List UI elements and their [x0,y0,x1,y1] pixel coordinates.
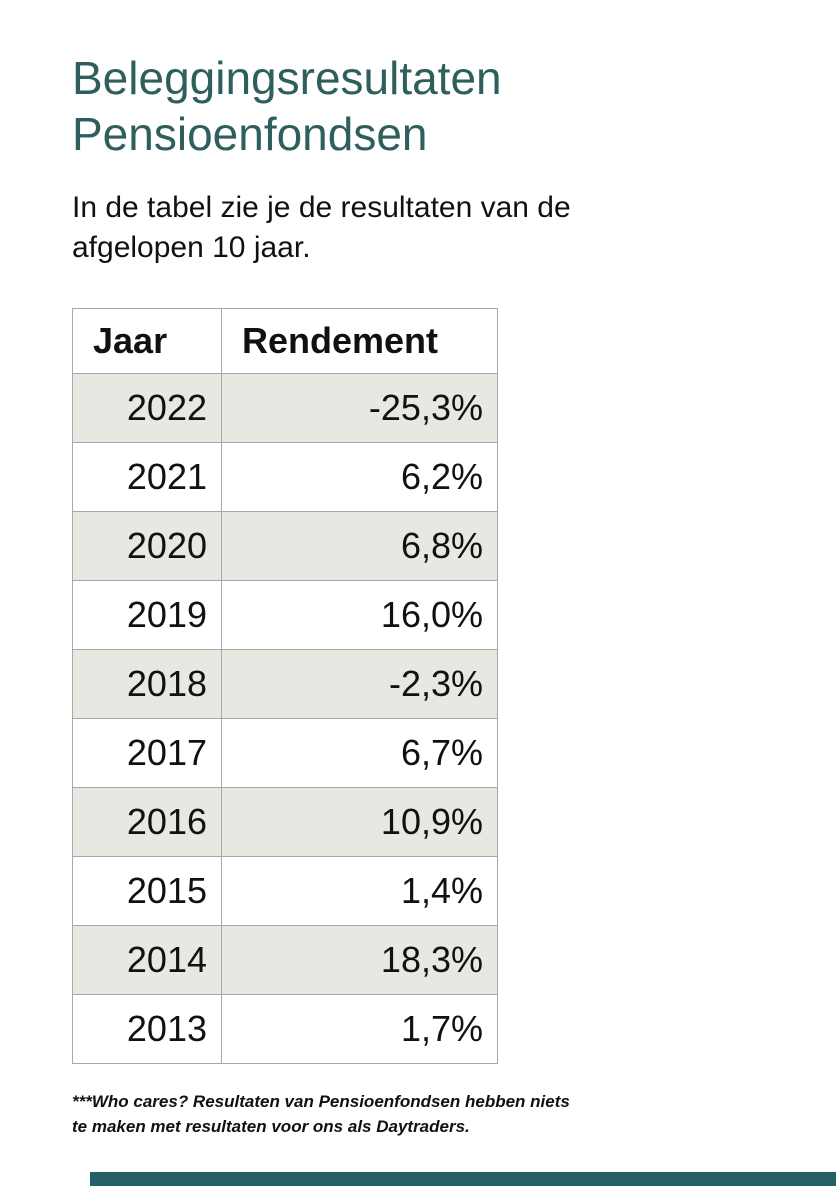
year-cell: 2019 [72,580,222,650]
rendement-cell: -25,3% [221,373,498,443]
year-cell: 2014 [72,925,222,995]
table-row: 2018 -2,3% [72,649,498,719]
rendement-cell: 16,0% [221,580,498,650]
rendement-cell: 6,7% [221,718,498,788]
results-table-body: 2022 -25,3% 2021 6,2% 2020 6,8% 2019 16,0% 2018-… [72,373,498,1064]
rendement-cell: 1,4% [221,856,498,926]
page-title-line-1: Beleggingsresultaten [72,52,502,104]
header-cell-jaar: Jaar [72,308,222,374]
page-content: Beleggingsresultaten Pensioenfondsen In … [72,50,776,1140]
table-row: 2015 1,4% [72,856,498,926]
table-row: 2022 -25,3% [72,373,498,443]
rendement-cell: 1,7% [221,994,498,1064]
table-row: 2021 6,2% [72,442,498,512]
footnote-line-1: ***Who cares? Resultaten van Pensioenfon… [72,1092,570,1111]
year-cell: 2016 [72,787,222,857]
intro-text: In de tabel zie je de resultaten van de … [72,188,776,268]
year-cell: 2020 [72,511,222,581]
footnote: ***Who cares? Resultaten van Pensioenfon… [72,1090,776,1140]
table-row: 2014 18,3% [72,925,498,995]
intro-line-2: afgelopen 10 jaar. [72,231,311,265]
year-cell: 2018 [72,649,222,719]
bottom-accent-bar [90,1172,836,1186]
table-row: 2020 6,8% [72,511,498,581]
rendement-cell: 6,2% [221,442,498,512]
year-cell: 2013 [72,994,222,1064]
intro-line-1: In de tabel zie je de resultaten van de [72,191,571,225]
header-cell-rendement: Rendement [221,308,498,374]
rendement-cell: -2,3% [221,649,498,719]
rendement-cell: 10,9% [221,787,498,857]
table-row: 2016 10,9% [72,787,498,857]
rendement-cell: 18,3% [221,925,498,995]
results-table-header-row: Jaar Rendement [72,308,498,374]
table-row: 2019 16,0% [72,580,498,650]
table-row: 2013 1,7% [72,994,498,1064]
table-row: 2017 6,7% [72,718,498,788]
page-title-line-2: Pensioenfondsen [72,108,428,161]
footnote-line-2: te maken met resultaten voor ons als Day… [72,1116,470,1136]
rendement-cell: 6,8% [221,511,498,581]
year-cell: 2017 [72,718,222,788]
results-table: Jaar Rendement 2022 -25,3% 2021 6,2% 2020 6,8… [72,308,498,1064]
year-cell: 2022 [72,373,222,443]
year-cell: 2021 [72,442,222,512]
year-cell: 2015 [72,856,222,926]
page-title: Beleggingsresultaten Pensioenfondsen [72,50,776,162]
